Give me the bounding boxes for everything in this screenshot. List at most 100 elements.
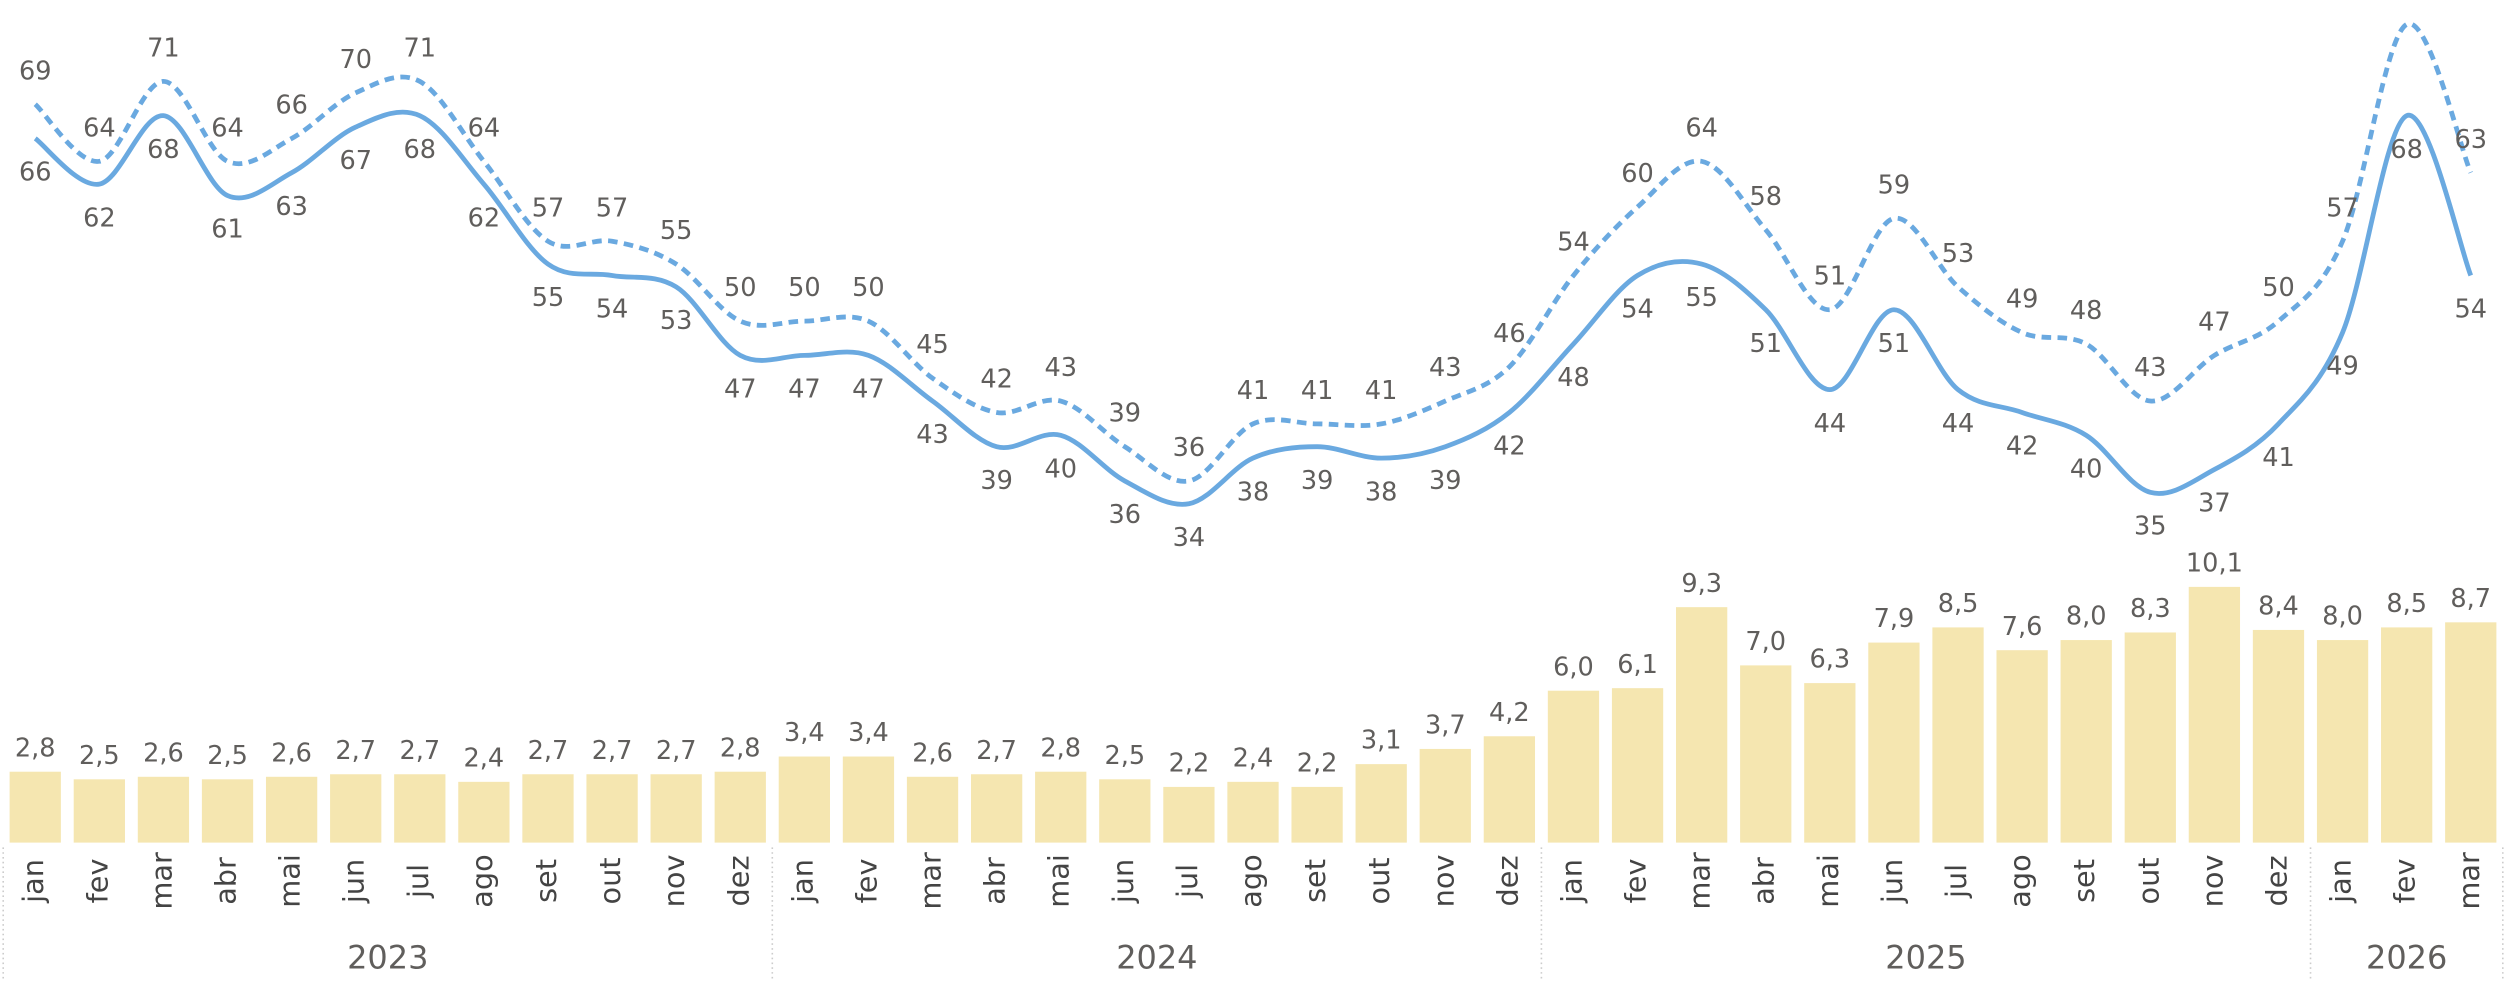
point-label: 47 [788,375,821,405]
bar [1291,786,1343,843]
bar-label: 2,5 [79,741,120,771]
bar [201,779,254,843]
x-tick-label: mai [273,854,307,908]
x-tick-label: dez [721,855,755,906]
x-tick-label: jun [1875,859,1909,904]
point-label: 45 [916,330,949,360]
point-label: 54 [1621,295,1654,325]
point-label: 50 [852,273,885,303]
point-label: 36 [1173,433,1206,463]
point-label: 40 [2070,454,2103,484]
x-tick-label: out [2131,857,2165,904]
x-tick-label: ago [465,854,499,907]
point-label: 69 [19,56,52,86]
x-tick-label: ago [1234,854,1268,907]
point-label: 50 [2262,273,2295,303]
point-label: 49 [2006,285,2039,315]
x-tick-label: set [2067,859,2101,903]
point-label: 42 [980,364,1013,394]
bar [1804,683,1856,843]
bar [842,756,895,843]
point-label: 50 [788,273,821,303]
bar-label: 2,7 [592,736,633,766]
line [33,109,2473,507]
bar-label: 2,2 [1297,749,1338,779]
point-label: 41 [2262,443,2295,473]
bar-label: 7,6 [2002,612,2043,642]
bar-label: 2,4 [1233,743,1274,773]
point-label: 39 [1109,399,1142,429]
point-label: 53 [1942,239,1975,269]
bar-label: 2,6 [912,738,953,768]
x-tick-label: out [593,857,627,904]
bar-label: 8,5 [1938,589,1979,619]
x-tick-label: nov [657,855,691,908]
point-label: 54 [2454,295,2487,325]
point-label: 35 [2134,512,2167,542]
x-tick-label: jul [1939,864,1973,899]
bar [330,774,382,843]
point-label: 51 [1878,329,1911,359]
bar [1035,771,1087,843]
point-label: 38 [1365,477,1398,507]
bar-label: 7,9 [1874,604,1915,634]
point-label: 43 [1429,353,1462,383]
bar [2060,640,2112,843]
point-label: 43 [916,420,949,450]
x-tick-label: mai [1811,854,1845,908]
bar-label: 2,4 [464,743,505,773]
point-label: 68 [2390,135,2423,165]
x-tick-label: dez [1490,855,1524,906]
bar [2381,627,2433,843]
bar [1099,779,1151,843]
x-tick-label: dez [2259,855,2293,906]
x-tick-label: jan [785,859,819,904]
point-label: 49 [2326,352,2359,382]
x-tick-label: jan [2324,859,2358,904]
point-label: 39 [1301,466,1334,496]
bar [458,781,510,843]
bar-label: 6,0 [1553,652,1594,682]
x-tick-label: jan [1554,859,1588,904]
bar [1547,690,1600,843]
point-label: 66 [19,158,52,188]
point-label: 66 [275,91,308,121]
point-label: 55 [660,216,693,246]
point-label: 54 [596,295,629,325]
x-tick-label: nov [1426,855,1460,908]
x-tick-label: abr [1747,857,1781,905]
x-tick-label: fev [849,859,883,904]
bar [2252,629,2305,843]
point-label: 71 [404,33,437,63]
year-label: 2024 [1116,938,1197,976]
bar-label: 9,3 [1681,569,1722,599]
x-tick-label: nov [2195,855,2229,908]
bar-label: 2,6 [271,738,312,768]
x-tick-label: jun [337,859,371,904]
point-label: 55 [1685,283,1718,313]
bar [522,774,574,843]
point-label: 40 [1044,454,1077,484]
bar [2316,640,2369,843]
point-label: 64 [1685,113,1718,143]
bar [970,774,1023,843]
point-label: 57 [596,193,629,223]
bar-label: 8,7 [2450,584,2491,614]
bar [1163,786,1215,843]
bar [1611,688,1664,843]
bar-label: 2,7 [399,736,440,766]
x-tick-label: jun [1106,859,1140,904]
bar [2124,632,2176,843]
point-label: 41 [1237,376,1270,406]
bar-label: 2,6 [143,738,184,768]
bar-label: 2,5 [1104,741,1145,771]
point-label: 61 [211,215,244,245]
point-label: 48 [2070,296,2103,326]
bar [2445,622,2497,843]
bar [778,756,830,843]
bar-label: 2,2 [1169,749,1210,779]
x-tick-label: set [529,859,563,903]
point-label: 70 [339,45,372,75]
x-tick-label: set [1298,859,1332,903]
point-label: 42 [2006,432,2039,462]
